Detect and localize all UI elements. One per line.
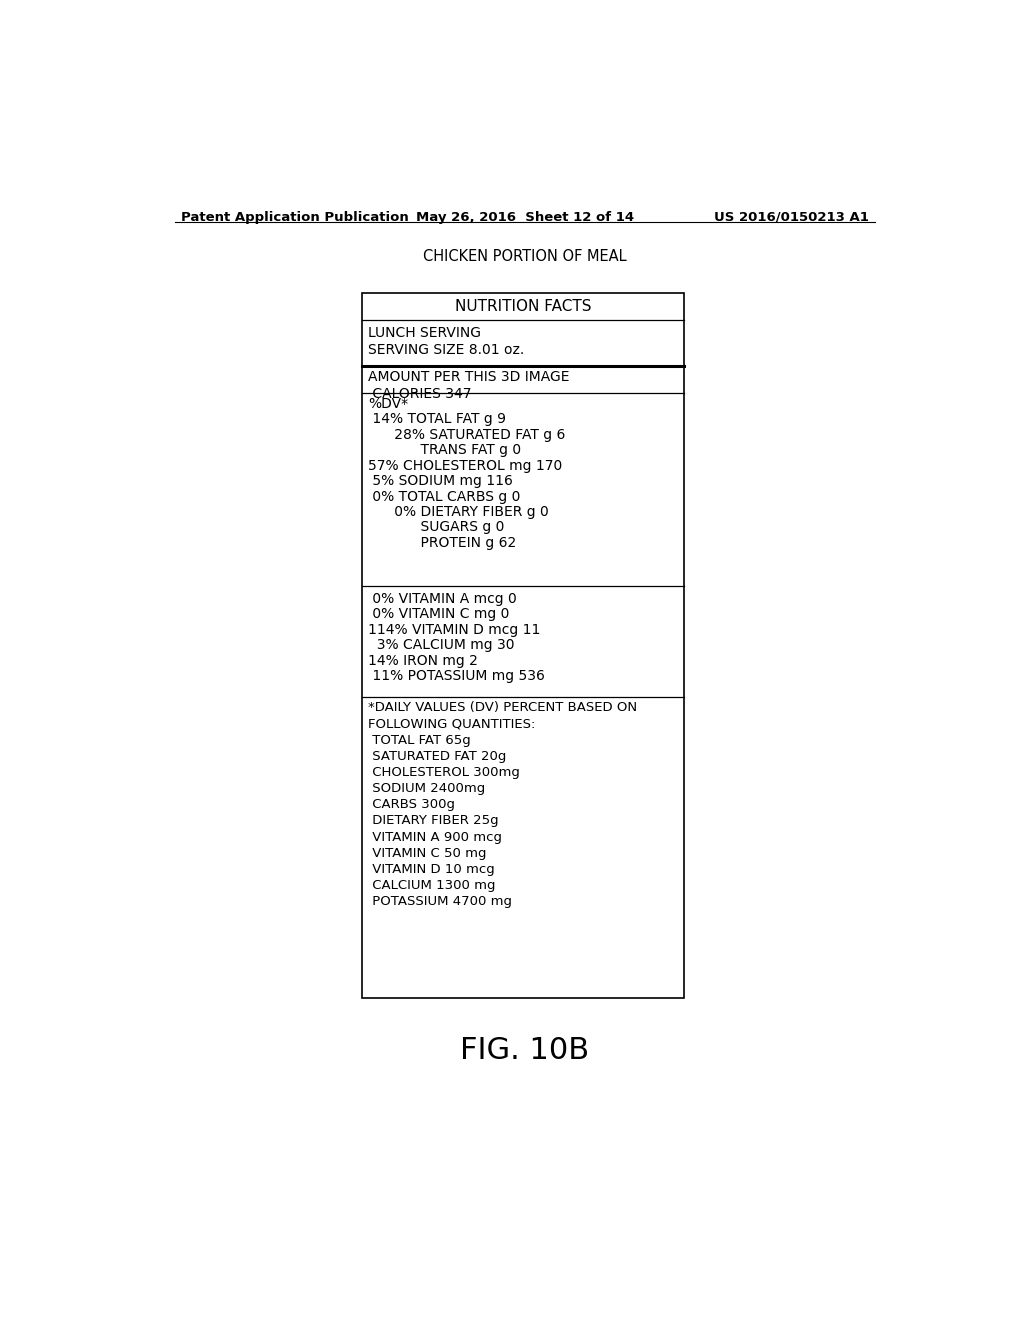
Text: *DAILY VALUES (DV) PERCENT BASED ON: *DAILY VALUES (DV) PERCENT BASED ON xyxy=(369,701,637,714)
Text: LUNCH SERVING: LUNCH SERVING xyxy=(369,326,481,341)
Text: VITAMIN C 50 mg: VITAMIN C 50 mg xyxy=(369,847,486,859)
Bar xyxy=(362,293,684,998)
Text: PROTEIN g 62: PROTEIN g 62 xyxy=(369,536,516,549)
Text: TRANS FAT g 0: TRANS FAT g 0 xyxy=(369,444,521,457)
Text: NUTRITION FACTS: NUTRITION FACTS xyxy=(455,300,592,314)
Text: POTASSIUM 4700 mg: POTASSIUM 4700 mg xyxy=(369,895,512,908)
Text: 0% DIETARY FIBER g 0: 0% DIETARY FIBER g 0 xyxy=(369,506,549,519)
Text: 28% SATURATED FAT g 6: 28% SATURATED FAT g 6 xyxy=(369,428,565,442)
Text: AMOUNT PER THIS 3D IMAGE: AMOUNT PER THIS 3D IMAGE xyxy=(369,370,569,384)
Text: VITAMIN D 10 mcg: VITAMIN D 10 mcg xyxy=(369,863,495,876)
Text: CARBS 300g: CARBS 300g xyxy=(369,799,456,812)
Text: SODIUM 2400mg: SODIUM 2400mg xyxy=(369,781,485,795)
Text: FIG. 10B: FIG. 10B xyxy=(460,1036,590,1065)
Text: CHOLESTEROL 300mg: CHOLESTEROL 300mg xyxy=(369,766,520,779)
Text: 3% CALCIUM mg 30: 3% CALCIUM mg 30 xyxy=(369,638,515,652)
Text: VITAMIN A 900 mcg: VITAMIN A 900 mcg xyxy=(369,830,502,843)
Text: 0% VITAMIN C mg 0: 0% VITAMIN C mg 0 xyxy=(369,607,510,622)
Text: US 2016/0150213 A1: US 2016/0150213 A1 xyxy=(714,211,869,224)
Text: CALORIES 347: CALORIES 347 xyxy=(369,387,472,401)
Text: 0% TOTAL CARBS g 0: 0% TOTAL CARBS g 0 xyxy=(369,490,520,503)
Text: FOLLOWING QUANTITIES:: FOLLOWING QUANTITIES: xyxy=(369,718,536,730)
Text: 57% CHOLESTEROL mg 170: 57% CHOLESTEROL mg 170 xyxy=(369,459,562,473)
Text: CALCIUM 1300 mg: CALCIUM 1300 mg xyxy=(369,879,496,892)
Text: 5% SODIUM mg 116: 5% SODIUM mg 116 xyxy=(369,474,513,488)
Text: SUGARS g 0: SUGARS g 0 xyxy=(369,520,505,535)
Text: 11% POTASSIUM mg 536: 11% POTASSIUM mg 536 xyxy=(369,669,545,682)
Text: SERVING SIZE 8.01 oz.: SERVING SIZE 8.01 oz. xyxy=(369,343,524,358)
Text: SATURATED FAT 20g: SATURATED FAT 20g xyxy=(369,750,507,763)
Text: TOTAL FAT 65g: TOTAL FAT 65g xyxy=(369,734,471,747)
Text: 14% TOTAL FAT g 9: 14% TOTAL FAT g 9 xyxy=(369,412,506,426)
Text: Patent Application Publication: Patent Application Publication xyxy=(180,211,409,224)
Text: CHICKEN PORTION OF MEAL: CHICKEN PORTION OF MEAL xyxy=(423,249,627,264)
Text: May 26, 2016  Sheet 12 of 14: May 26, 2016 Sheet 12 of 14 xyxy=(416,211,634,224)
Text: %DV*: %DV* xyxy=(369,397,409,411)
Text: DIETARY FIBER 25g: DIETARY FIBER 25g xyxy=(369,814,499,828)
Text: 114% VITAMIN D mcg 11: 114% VITAMIN D mcg 11 xyxy=(369,623,541,636)
Text: 14% IRON mg 2: 14% IRON mg 2 xyxy=(369,653,478,668)
Text: 0% VITAMIN A mcg 0: 0% VITAMIN A mcg 0 xyxy=(369,591,517,606)
